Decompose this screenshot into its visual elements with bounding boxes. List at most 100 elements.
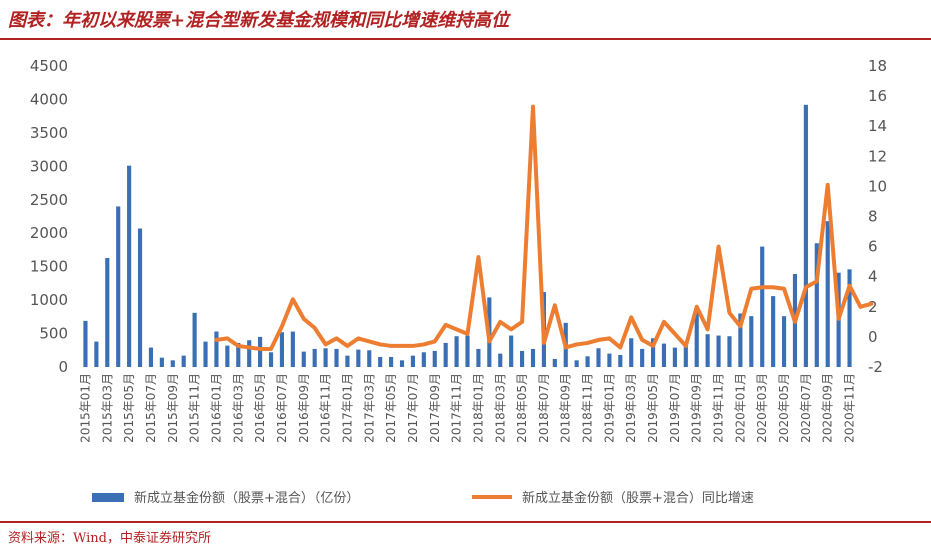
line-point-2016-10 [313,326,317,330]
x-tick-10: 2016年09月 [297,373,311,443]
x-tick-11: 2016年11月 [319,373,333,443]
x-tick-20: 2018年05月 [515,373,529,443]
bar-2017-01 [345,355,350,367]
line-point-2017-11 [455,327,459,331]
bar-2019-11 [716,335,721,367]
bar-2018-04 [509,335,514,367]
x-tick-28: 2019年09月 [690,373,704,443]
bar-2018-12 [596,348,601,367]
line-point-2020-04 [771,285,775,289]
x-tick-17: 2017年11月 [450,373,464,443]
bar-series [83,104,852,368]
line-point-2017-10 [444,323,448,327]
x-tick-12: 2017年01月 [340,373,354,443]
source-note: 资料来源：Wind，中泰证券研究所 [8,531,211,546]
x-tick-32: 2020年05月 [777,373,791,443]
left-axis-tick-8: 4000 [30,90,68,108]
line-point-2020-03 [760,285,764,289]
bar-2019-03 [629,338,634,367]
left-axis-tick-0: 0 [58,358,68,376]
bar-2018-11 [585,356,590,367]
line-point-2017-07 [411,344,415,348]
title-underline [0,38,931,40]
x-tick-9: 2016年07月 [275,373,289,443]
bar-2018-08 [552,358,557,367]
line-point-2020-09 [826,183,830,187]
x-tick-21: 2018年07月 [537,373,551,443]
line-point-2018-12 [596,338,600,342]
footer-rule [0,521,931,523]
line-point-2018-03 [498,320,502,324]
line-point-2016-08 [291,297,295,301]
bar-2017-09 [432,350,437,367]
bar-2019-01 [607,353,612,367]
legend-label-bar: 新成立基金份额（股票+混合）（亿份） [134,490,359,506]
bar-2015-04 [116,206,121,367]
bar-2015-12 [203,341,208,367]
left-axis-tick-2: 1000 [30,291,68,309]
left-axis-tick-1: 500 [39,325,68,343]
line-point-2017-05 [389,344,393,348]
line-point-2017-01 [345,344,349,348]
line-point-2020-07 [804,285,808,289]
line-point-2018-05 [520,320,524,324]
bar-2019-12 [727,336,732,367]
bar-2019-09 [694,308,699,367]
x-tick-22: 2018年09月 [559,373,573,443]
bar-2016-03 [236,342,241,367]
bar-2015-01 [83,320,88,367]
bar-2016-02 [225,345,230,367]
bar-2018-01 [476,348,481,367]
left-axis-tick-7: 3500 [30,124,68,142]
bar-2019-02 [618,354,623,367]
x-tick-18: 2018年01月 [471,373,485,443]
right-axis-tick-0: -2 [868,358,883,376]
line-point-2019-07 [673,332,677,336]
x-tick-23: 2018年11月 [581,373,595,443]
bar-2018-06 [530,348,536,367]
bar-2015-09 [170,360,175,367]
line-point-undefined [869,302,873,306]
bar-2016-01 [214,331,219,367]
bar-2016-04 [247,340,252,367]
x-tick-14: 2017年05月 [384,373,398,443]
line-point-2017-09 [433,339,437,343]
x-tick-15: 2017年07月 [406,373,420,443]
line-point-2019-08 [684,344,688,348]
bar-2015-06 [137,228,143,367]
right-axis-tick-2: 2 [868,298,878,316]
line-point-2016-02 [225,336,229,340]
bar-2016-06 [268,352,274,367]
combo-chart: 0 500 1000 1500 2000 2500 3000 3500 4000 4500 -2 0… [30,57,887,506]
bar-2015-03 [105,257,110,367]
line-point-2020-02 [749,287,753,291]
bar-2016-11 [323,348,328,367]
legend-label-line: 新成立基金份额（股票+混合）同比增速 [522,490,754,506]
line-point-2020-05 [782,287,786,291]
line-point-2018-06 [531,105,535,109]
right-axis-tick-5: 8 [868,208,878,226]
bar-2017-04 [378,356,383,367]
x-tick-29: 2019年11月 [712,373,726,443]
legend: 新成立基金份额（股票+混合）（亿份） 新成立基金份额（股票+混合）同比增速 [92,490,754,506]
line-point-2016-12 [335,336,339,340]
line-point-2019-06 [662,320,666,324]
bar-2015-05 [127,165,132,367]
bar-2020-05 [781,316,787,367]
left-axis-tick-4: 2000 [30,224,68,242]
x-tick-3: 2015年07月 [144,373,158,443]
left-axis-tick-3: 1500 [30,258,68,276]
line-point-2018-07 [542,341,546,345]
x-tick-19: 2018年03月 [493,373,507,443]
bar-2016-10 [312,348,317,367]
right-axis-tick-7: 12 [868,147,887,165]
bar-2017-02 [356,349,361,367]
right-axis-tick-8: 14 [868,117,887,135]
bar-2016-12 [334,348,339,367]
bar-2018-10 [574,360,579,367]
x-tick-33: 2020年07月 [799,373,813,443]
bar-2017-08 [421,352,426,367]
bar-2017-11 [454,336,459,367]
bar-2015-10 [181,355,186,367]
x-tick-27: 2019年07月 [668,373,682,443]
